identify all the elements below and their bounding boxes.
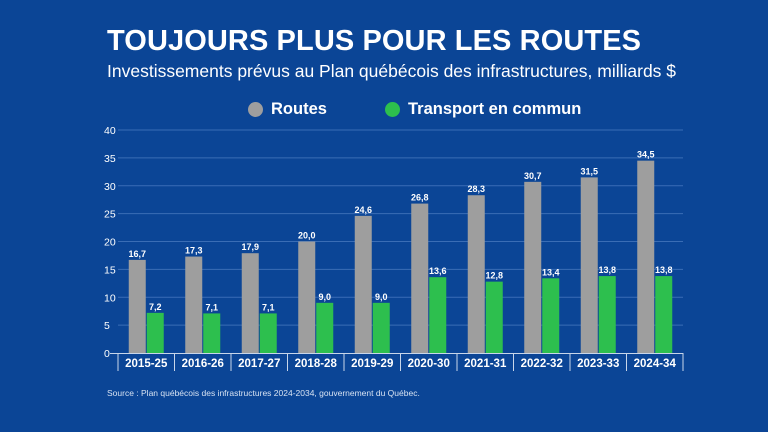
bar-transport bbox=[598, 276, 616, 353]
bar-transport bbox=[146, 312, 164, 353]
x-tick-label: 2016-26 bbox=[182, 358, 224, 370]
data-label: 13,6 bbox=[429, 266, 447, 276]
legend-item-transport: Transport en commun bbox=[385, 100, 581, 119]
bar-transport bbox=[542, 278, 560, 353]
bar-routes bbox=[524, 181, 542, 353]
bar-routes bbox=[467, 195, 485, 353]
x-tick-label: 2017-27 bbox=[238, 358, 280, 370]
bar-transport bbox=[316, 302, 334, 353]
bar-transport bbox=[259, 313, 277, 353]
bar-routes bbox=[128, 259, 146, 353]
bar-transport bbox=[203, 313, 221, 353]
x-tick-label: 2024-34 bbox=[634, 358, 677, 370]
y-tick-label: 25 bbox=[104, 209, 116, 221]
data-label: 26,8 bbox=[411, 193, 429, 203]
legend-item-routes: Routes bbox=[248, 100, 327, 119]
y-tick-label: 40 bbox=[104, 125, 116, 137]
bar-routes bbox=[411, 203, 429, 353]
bar-routes bbox=[637, 160, 655, 353]
data-label: 7,2 bbox=[149, 302, 162, 312]
bar-transport bbox=[429, 277, 447, 353]
legend-swatch-transport bbox=[385, 102, 400, 117]
data-label: 12,8 bbox=[485, 271, 503, 281]
bar-transport bbox=[372, 302, 390, 353]
bar-routes bbox=[185, 256, 203, 353]
bar-transport bbox=[485, 281, 503, 353]
data-label: 17,9 bbox=[241, 242, 259, 252]
data-label: 20,0 bbox=[298, 231, 316, 241]
data-label: 13,8 bbox=[655, 265, 673, 275]
bar-routes bbox=[298, 241, 316, 353]
bar-routes bbox=[580, 177, 598, 353]
data-label: 13,4 bbox=[542, 267, 560, 277]
data-label: 31,5 bbox=[580, 166, 598, 176]
data-label: 7,1 bbox=[262, 302, 275, 312]
y-tick-label: 15 bbox=[104, 264, 116, 276]
x-tick-label: 2020-30 bbox=[408, 358, 450, 370]
source-note: Source : Plan québécois des infrastructu… bbox=[107, 388, 420, 398]
x-tick-label: 2019-29 bbox=[351, 358, 393, 370]
y-tick-label: 10 bbox=[104, 292, 116, 304]
x-tick-label: 2015-25 bbox=[125, 358, 168, 370]
y-tick-label: 30 bbox=[104, 181, 116, 193]
data-label: 17,3 bbox=[185, 246, 203, 256]
data-label: 9,0 bbox=[375, 292, 388, 302]
data-label: 9,0 bbox=[318, 292, 331, 302]
data-label: 24,6 bbox=[354, 205, 372, 215]
x-tick-label: 2021-31 bbox=[464, 358, 507, 370]
data-label: 34,5 bbox=[637, 150, 655, 160]
legend-label-transport: Transport en commun bbox=[408, 100, 582, 118]
data-label: 7,1 bbox=[205, 302, 218, 312]
chart-subtitle: Investissements prévus au Plan québécois… bbox=[107, 61, 677, 81]
y-tick-label: 0 bbox=[104, 348, 110, 360]
data-label: 16,7 bbox=[128, 249, 146, 259]
data-label: 13,8 bbox=[598, 265, 616, 275]
data-label: 30,7 bbox=[524, 171, 542, 181]
legend-swatch-routes bbox=[248, 102, 263, 117]
x-tick-label: 2022-32 bbox=[521, 358, 563, 370]
y-tick-label: 20 bbox=[104, 237, 116, 249]
bar-transport bbox=[655, 276, 673, 353]
legend-label-routes: Routes bbox=[271, 100, 327, 118]
y-tick-label: 35 bbox=[104, 153, 116, 165]
x-tick-label: 2018-28 bbox=[295, 358, 338, 370]
legend: Routes Transport en commun bbox=[0, 100, 768, 122]
x-tick-label: 2023-33 bbox=[577, 358, 619, 370]
chart-title: TOUJOURS PLUS POUR LES ROUTES bbox=[107, 25, 642, 57]
bar-routes bbox=[241, 253, 259, 353]
bar-routes bbox=[354, 215, 372, 353]
y-tick-label: 5 bbox=[104, 320, 110, 332]
data-label: 28,3 bbox=[467, 184, 485, 194]
